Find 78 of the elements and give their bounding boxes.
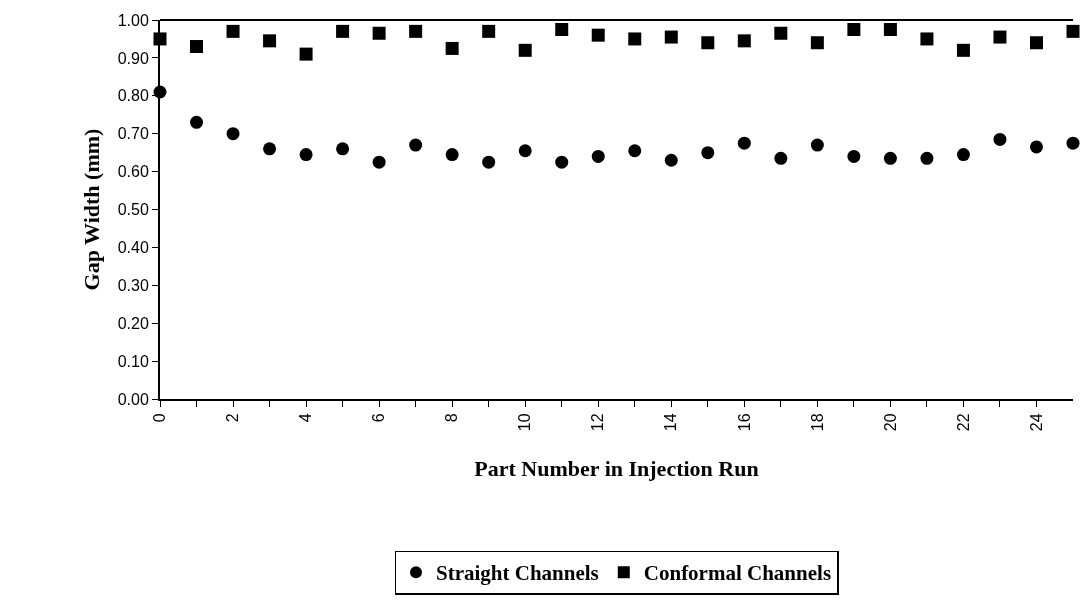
point	[810, 36, 824, 50]
point	[1066, 24, 1080, 38]
point	[409, 138, 423, 152]
point	[299, 47, 313, 61]
point	[628, 144, 642, 158]
y-axis-title: Gap Width (mm)	[78, 128, 104, 291]
point	[263, 142, 277, 156]
point	[701, 36, 715, 50]
point	[1029, 140, 1043, 154]
x-tick-label: 4	[297, 413, 315, 423]
x-tick-label: 16	[735, 413, 753, 432]
point	[774, 26, 788, 40]
x-tick-label: 20	[881, 413, 899, 432]
point	[664, 153, 678, 167]
x-tick-label: 12	[589, 413, 607, 432]
point	[226, 24, 240, 38]
point	[1029, 36, 1043, 50]
point	[226, 127, 240, 141]
point	[555, 22, 569, 36]
x-tick-label: 22	[954, 413, 972, 432]
point	[701, 146, 715, 160]
point	[555, 155, 569, 169]
y-tick-label: 0.30	[117, 276, 149, 294]
point	[847, 22, 861, 36]
y-tick-label: 0.00	[117, 390, 149, 408]
y-tick-label: 0.50	[117, 201, 149, 219]
point	[518, 144, 532, 158]
x-tick-label: 0	[151, 413, 169, 423]
y-tick-label: 0.80	[117, 87, 149, 105]
point	[482, 155, 496, 169]
y-tick-label: 1.00	[117, 11, 149, 29]
point	[810, 138, 824, 152]
point	[956, 148, 970, 162]
point	[737, 136, 751, 150]
point	[883, 22, 897, 36]
y-tick-label: 0.40	[117, 239, 149, 256]
point	[336, 142, 350, 156]
point	[920, 151, 934, 165]
point	[883, 151, 897, 165]
point	[956, 43, 970, 57]
y-tick-label: 0.20	[117, 314, 149, 332]
x-tick-label: 8	[443, 413, 461, 423]
point	[299, 148, 313, 162]
legend-label: Straight Channels	[436, 561, 599, 586]
x-tick-label: 18	[808, 413, 826, 432]
point	[372, 26, 386, 40]
x-tick-label: 10	[516, 413, 534, 432]
legend-label: Conformal Channels	[643, 561, 832, 586]
point	[993, 30, 1007, 44]
x-tick-label: 6	[370, 413, 388, 423]
y-tick-label: 0.70	[117, 125, 149, 143]
x-tick-label: 2	[224, 413, 242, 423]
point	[482, 24, 496, 38]
point	[190, 115, 204, 129]
point	[920, 32, 934, 46]
x-tick-label: 24	[1027, 413, 1045, 432]
point	[445, 41, 459, 55]
point	[518, 43, 532, 57]
x-tick-label: 14	[662, 413, 680, 432]
point	[664, 30, 678, 44]
point	[591, 28, 605, 42]
point	[445, 148, 459, 162]
point	[372, 155, 386, 169]
x-axis-title: Part Number in Injection Run	[474, 455, 759, 481]
y-tick-label: 0.10	[117, 352, 149, 370]
point	[336, 24, 350, 38]
point	[190, 40, 204, 54]
point	[774, 151, 788, 165]
point	[263, 34, 277, 48]
point	[1066, 136, 1080, 150]
point	[628, 32, 642, 46]
point	[847, 149, 861, 163]
point	[993, 132, 1007, 146]
y-tick-label: 0.90	[117, 49, 149, 67]
point	[591, 149, 605, 163]
y-tick-label: 0.60	[117, 163, 149, 181]
point	[737, 34, 751, 48]
point	[409, 24, 423, 38]
